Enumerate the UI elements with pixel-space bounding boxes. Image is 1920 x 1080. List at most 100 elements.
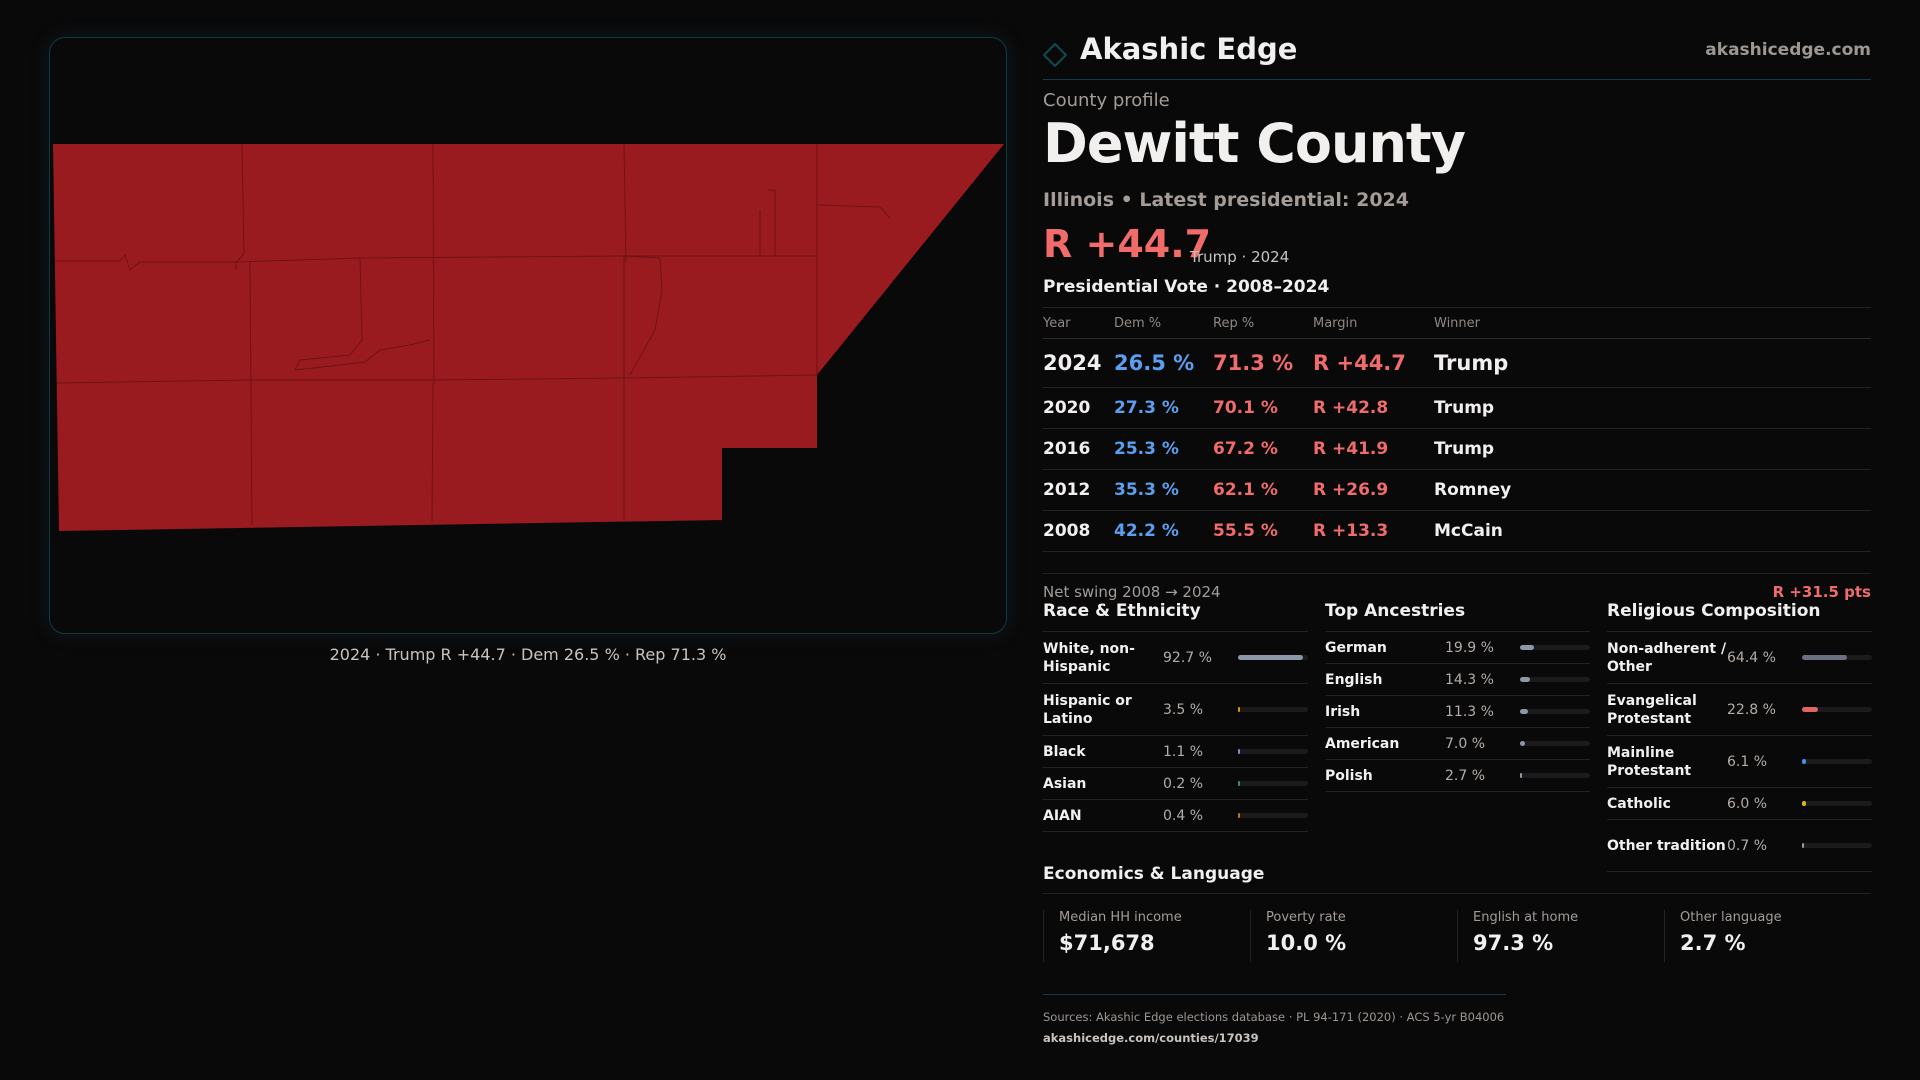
economics-card: English at home 97.3 % bbox=[1457, 910, 1664, 962]
ancestry-label: Polish bbox=[1325, 767, 1373, 784]
economics-title: Economics & Language bbox=[1043, 864, 1871, 894]
diamond-logo-icon bbox=[1043, 43, 1067, 67]
ancestry-label: English bbox=[1325, 671, 1383, 688]
vote-row: 2020 27.3 % 70.1 % R +42.8 Trump bbox=[1043, 387, 1871, 429]
religion-row: Other tradition 0.7 % bbox=[1607, 820, 1872, 872]
ancestry-label: German bbox=[1325, 639, 1387, 656]
race-value: 0.2 % bbox=[1163, 775, 1204, 792]
religion-row: Evangelical Protestant 22.8 % bbox=[1607, 684, 1872, 736]
religion-section: Religious Composition Non-adherent / Othe… bbox=[1607, 601, 1872, 872]
vote-year: 2012 bbox=[1043, 469, 1114, 511]
economics-card: Poverty rate 10.0 % bbox=[1250, 910, 1457, 962]
ancestry-label: American bbox=[1325, 735, 1400, 752]
vote-margin: R +42.8 bbox=[1313, 387, 1434, 429]
votes-title: Presidential Vote · 2008–2024 bbox=[1043, 277, 1330, 297]
header: Akashic Edge akashicedge.com bbox=[1043, 32, 1871, 80]
race-value: 0.4 % bbox=[1163, 807, 1204, 824]
card-label: Other language bbox=[1680, 910, 1782, 925]
religion-label: Non-adherent / Other bbox=[1607, 640, 1727, 675]
vote-dem: 25.3 % bbox=[1114, 428, 1213, 470]
latest-margin-note: Trump · 2024 bbox=[1190, 248, 1290, 266]
vote-rep: 62.1 % bbox=[1213, 469, 1313, 511]
race-bar bbox=[1238, 749, 1308, 754]
card-value: 2.7 % bbox=[1680, 931, 1746, 955]
col-rep: Rep % bbox=[1213, 307, 1313, 339]
vote-margin: R +26.9 bbox=[1313, 469, 1434, 511]
card-label: Median HH income bbox=[1059, 910, 1182, 925]
map-panel[interactable] bbox=[49, 37, 1007, 634]
brand-name: Akashic Edge bbox=[1080, 32, 1298, 66]
ancestry-row: American 7.0 % bbox=[1325, 728, 1590, 760]
race-bar bbox=[1238, 707, 1308, 712]
vote-winner: McCain bbox=[1434, 510, 1871, 552]
vote-row: 2024 26.5 % 71.3 % R +44.7 Trump bbox=[1043, 338, 1871, 388]
vote-dem: 26.5 % bbox=[1114, 338, 1213, 388]
race-bar-fill bbox=[1238, 749, 1240, 754]
religion-bar bbox=[1802, 707, 1872, 712]
ancestry-bar-fill bbox=[1520, 645, 1534, 650]
ancestry-row: Polish 2.7 % bbox=[1325, 760, 1590, 792]
race-row: Black 1.1 % bbox=[1043, 736, 1308, 768]
vote-margin: R +41.9 bbox=[1313, 428, 1434, 470]
religion-title: Religious Composition bbox=[1607, 601, 1872, 632]
race-bar-fill bbox=[1238, 781, 1240, 786]
card-value: $71,678 bbox=[1059, 931, 1155, 955]
religion-bar-fill bbox=[1802, 707, 1818, 712]
religion-bar bbox=[1802, 801, 1872, 806]
race-bar-fill bbox=[1238, 655, 1303, 660]
sources-text: Sources: Akashic Edge elections database… bbox=[1043, 1010, 1505, 1024]
race-bar bbox=[1238, 781, 1308, 786]
race-label: Black bbox=[1043, 743, 1086, 760]
race-value: 3.5 % bbox=[1163, 701, 1204, 718]
county-url[interactable]: akashicedge.com/counties/17039 bbox=[1043, 1031, 1259, 1045]
votes-header-row: Year Dem % Rep % Margin Winner bbox=[1043, 307, 1871, 339]
vote-row: 2016 25.3 % 67.2 % R +41.9 Trump bbox=[1043, 428, 1871, 470]
ancestry-value: 19.9 % bbox=[1445, 639, 1494, 656]
vote-winner: Romney bbox=[1434, 469, 1871, 511]
vote-rep: 55.5 % bbox=[1213, 510, 1313, 552]
religion-label: Other tradition bbox=[1607, 837, 1726, 854]
economics-card: Median HH income $71,678 bbox=[1043, 910, 1250, 962]
ancestry-bar bbox=[1520, 741, 1590, 746]
site-link[interactable]: akashicedge.com bbox=[1705, 40, 1871, 60]
religion-label: Evangelical Protestant bbox=[1607, 692, 1697, 727]
vote-winner: Trump bbox=[1434, 387, 1871, 429]
ancestry-section: Top Ancestries German 19.9 % English 14.3 % I… bbox=[1325, 601, 1590, 792]
card-label: English at home bbox=[1473, 910, 1579, 925]
ancestry-value: 14.3 % bbox=[1445, 671, 1494, 688]
vote-year: 2020 bbox=[1043, 387, 1114, 429]
vote-dem: 27.3 % bbox=[1114, 387, 1213, 429]
race-title: Race & Ethnicity bbox=[1043, 601, 1308, 632]
vote-rep: 70.1 % bbox=[1213, 387, 1313, 429]
vote-year: 2008 bbox=[1043, 510, 1114, 552]
religion-bar-fill bbox=[1802, 801, 1807, 806]
ancestry-row: Irish 11.3 % bbox=[1325, 696, 1590, 728]
ancestry-bar-fill bbox=[1520, 773, 1522, 778]
footer: Sources: Akashic Edge elections database… bbox=[1043, 994, 1506, 1049]
county-shape[interactable] bbox=[53, 144, 1004, 531]
vote-row: 2008 42.2 % 55.5 % R +13.3 McCain bbox=[1043, 510, 1871, 552]
race-value: 92.7 % bbox=[1163, 649, 1212, 666]
vote-winner: Trump bbox=[1434, 338, 1871, 388]
religion-value: 22.8 % bbox=[1727, 701, 1776, 718]
race-row: Asian 0.2 % bbox=[1043, 768, 1308, 800]
col-winner: Winner bbox=[1434, 307, 1871, 339]
vote-row: 2012 35.3 % 62.1 % R +26.9 Romney bbox=[1043, 469, 1871, 511]
religion-label: Mainline Protestant bbox=[1607, 744, 1692, 779]
ancestry-value: 7.0 % bbox=[1445, 735, 1486, 752]
religion-bar bbox=[1802, 759, 1872, 764]
vote-dem: 35.3 % bbox=[1114, 469, 1213, 511]
race-label: AIAN bbox=[1043, 807, 1082, 824]
religion-bar-fill bbox=[1802, 843, 1804, 848]
vote-winner: Trump bbox=[1434, 428, 1871, 470]
religion-bar bbox=[1802, 843, 1872, 848]
col-dem: Dem % bbox=[1114, 307, 1213, 339]
page-title: Dewitt County bbox=[1043, 112, 1466, 175]
ancestry-bar bbox=[1520, 677, 1590, 682]
race-bar bbox=[1238, 813, 1308, 818]
ancestry-value: 2.7 % bbox=[1445, 767, 1486, 784]
religion-value: 6.1 % bbox=[1727, 753, 1768, 770]
ancestry-label: Irish bbox=[1325, 703, 1361, 720]
page-kicker: County profile bbox=[1043, 90, 1170, 111]
